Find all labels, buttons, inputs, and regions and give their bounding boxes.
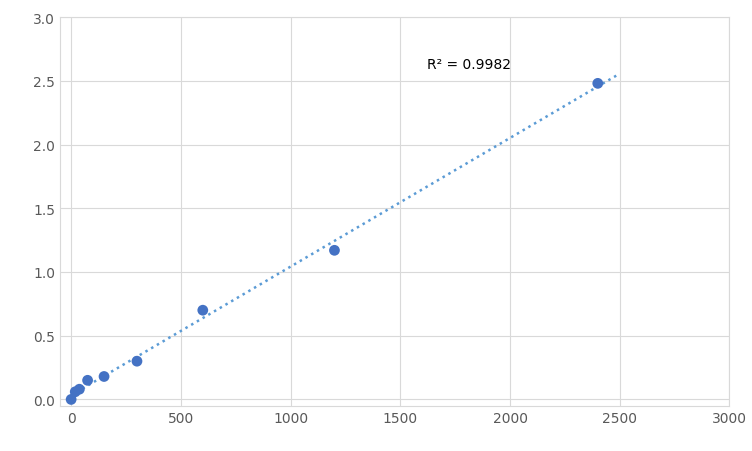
Point [592,81,604,88]
Point [131,358,143,365]
Point [329,247,341,254]
Point [98,373,110,380]
Point [81,377,93,384]
Point [197,307,209,314]
Point [69,388,81,396]
Point [74,386,86,393]
Text: R² = 0.9982: R² = 0.9982 [426,57,511,71]
Point [65,396,77,403]
